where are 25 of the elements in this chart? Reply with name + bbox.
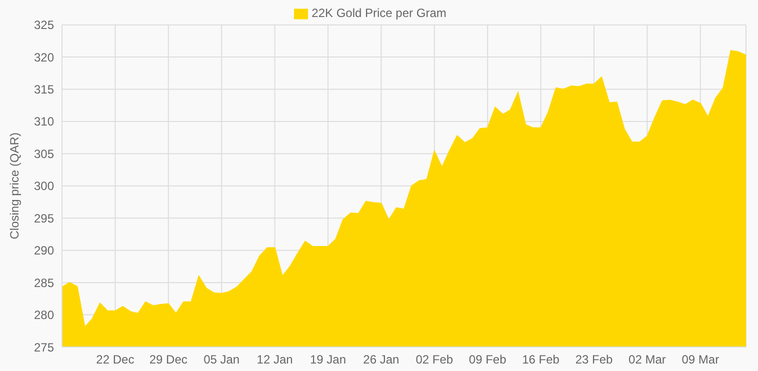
x-tick-label: 19 Jan [310,352,346,367]
y-tick-label: 280 [34,308,54,322]
y-tick-label: 295 [34,211,54,226]
x-tick-label: 02 Mar [628,352,666,367]
x-tick-label: 22 Dec [96,352,134,367]
x-tick-label: 02 Feb [416,352,454,367]
y-tick-label: 320 [34,50,54,64]
x-tick-label: 09 Feb [468,352,507,367]
x-tick-label: 29 Dec [149,352,188,367]
x-tick-label: 05 Jan [204,352,240,367]
x-tick-label: 12 Jan [256,352,293,367]
y-tick-label: 325 [34,18,54,32]
x-tick-label: 23 Feb [575,352,614,367]
y-tick-label: 275 [34,340,54,354]
y-tick-label: 310 [34,114,54,129]
y-tick-label: 305 [34,146,54,161]
x-tick-label: 09 Mar [682,352,720,367]
y-axis-title: Closing price (QAR) [7,132,22,240]
y-tick-label: 300 [34,179,54,194]
legend-label: 22K Gold Price per Gram [312,6,446,20]
y-tick-label: 315 [34,82,54,97]
y-tick-label: 285 [34,276,54,290]
y-tick-label: 290 [34,244,54,258]
x-tick-label: 26 Jan [363,352,400,367]
x-tick-label: 16 Feb [522,352,560,367]
